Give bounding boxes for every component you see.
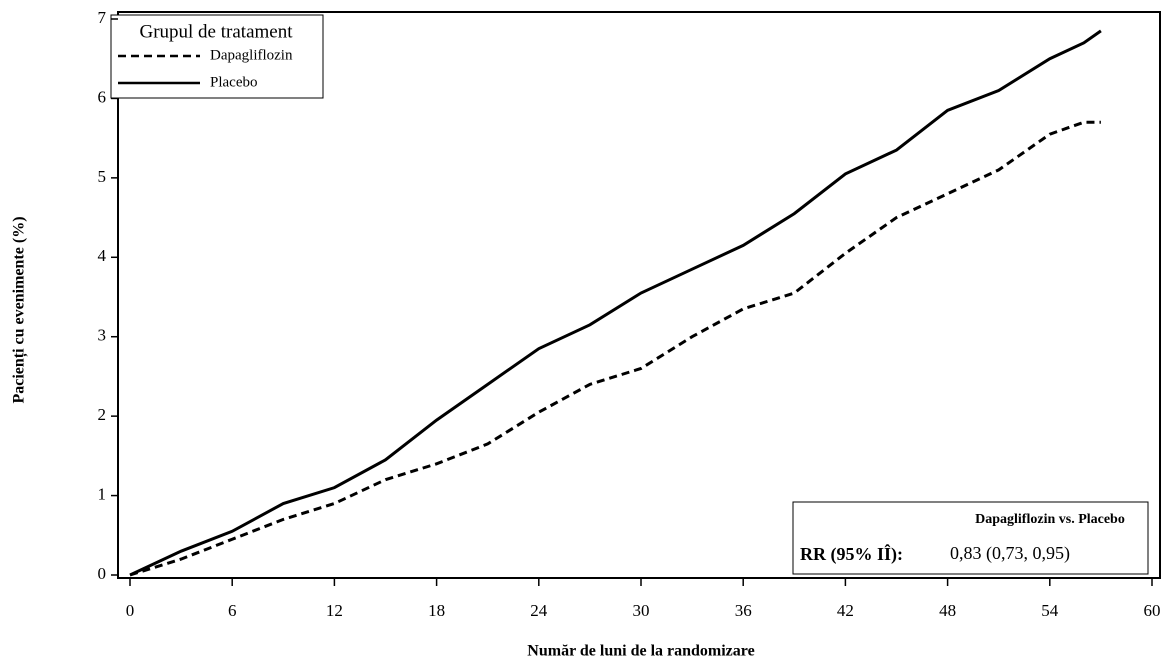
annotation-label: RR (95% IÎ): xyxy=(800,543,903,565)
annotation-header: Dapagliflozin vs. Placebo xyxy=(975,512,1125,527)
y-tick-label: 2 xyxy=(98,405,107,424)
x-tick-label: 30 xyxy=(633,601,650,620)
y-axis-label: Pacienți cu evenimente (%) xyxy=(11,216,29,403)
y-tick-label: 4 xyxy=(98,246,107,265)
x-axis-label: Număr de luni de la randomizare xyxy=(527,643,754,660)
y-tick-label: 5 xyxy=(98,167,107,186)
x-tick-label: 24 xyxy=(530,601,548,620)
x-tick-label: 42 xyxy=(837,601,854,620)
x-tick-label: 6 xyxy=(228,601,237,620)
legend-title: Grupul de tratament xyxy=(139,21,293,42)
x-tick-label: 60 xyxy=(1144,601,1161,620)
legend-label: Dapagliflozin xyxy=(210,47,293,63)
annotation-value: 0,83 (0,73, 0,95) xyxy=(950,543,1070,564)
y-tick-label: 0 xyxy=(98,564,107,583)
plot-frame xyxy=(117,11,1161,579)
x-tick-label: 18 xyxy=(428,601,445,620)
y-tick-label: 7 xyxy=(98,8,107,27)
y-tick-label: 3 xyxy=(98,326,107,345)
x-tick-label: 54 xyxy=(1041,601,1059,620)
x-tick-label: 12 xyxy=(326,601,343,620)
legend-label: Placebo xyxy=(210,74,257,90)
series-line xyxy=(129,29,1102,577)
x-tick-label: 48 xyxy=(939,601,956,620)
x-tick-label: 36 xyxy=(735,601,752,620)
y-tick-label: 6 xyxy=(98,87,107,106)
annotation-box xyxy=(792,501,1149,575)
y-tick-label: 1 xyxy=(98,484,107,503)
x-tick-label: 0 xyxy=(126,601,135,620)
series-line xyxy=(129,120,1101,577)
